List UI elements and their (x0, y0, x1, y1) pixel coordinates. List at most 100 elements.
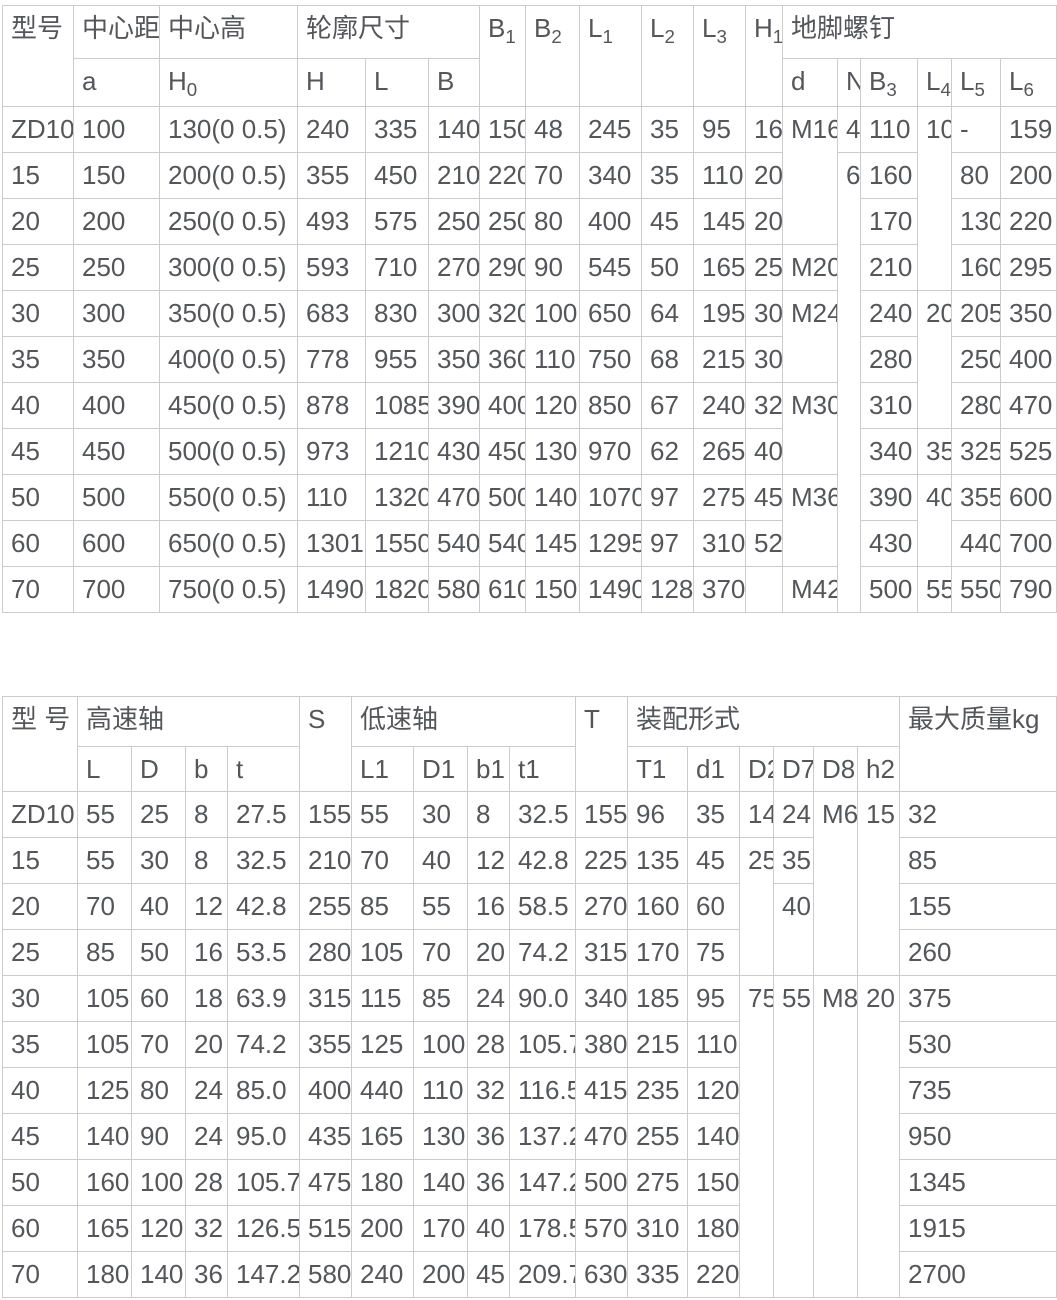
table-cell: 40 (917, 474, 953, 567)
table-cell: 180 (687, 1205, 741, 1252)
table-cell: 493 (297, 198, 366, 245)
table-cell: 160 (860, 152, 919, 199)
table-cell: 210 (860, 244, 919, 291)
table-cell: 100 (131, 1159, 186, 1206)
table-cell: 350 (427, 336, 481, 383)
table-cell: 1301 (297, 520, 366, 567)
table-cell: 275 (627, 1159, 689, 1206)
table-cell: 147.2 (226, 1251, 301, 1298)
table-cell: 515 (299, 1205, 353, 1252)
col-header-model: 型号 (2, 5, 74, 107)
table-cell: 20 (857, 975, 901, 1298)
table-cell: 24 (773, 791, 815, 838)
table-cell: 300 (73, 290, 160, 337)
table-cell: 55 (413, 883, 469, 930)
table-cell: 630 (575, 1251, 629, 1298)
table-cell: 290 (479, 244, 527, 291)
table-cell: 20 (745, 152, 784, 199)
table-cell: 110 (297, 474, 366, 521)
col-header-b: b (185, 746, 228, 792)
table-cell: 325 (951, 428, 1002, 475)
table-cell: 440 (351, 1067, 415, 1114)
col-header-H: H (297, 58, 366, 107)
table-cell: 55 (351, 791, 415, 838)
table-cell: 1490 (297, 566, 366, 613)
table-cell: 110 (693, 152, 747, 199)
table-cell: 147.2 (509, 1159, 577, 1206)
table-cell: 4 (837, 106, 862, 153)
table-cell: 580 (299, 1251, 353, 1298)
col-header-L6: L6 (1000, 58, 1057, 107)
table-cell: 60 (131, 975, 186, 1022)
table-cell: ZD10 (2, 791, 78, 838)
table-cell: 24 (185, 1067, 228, 1114)
table-cell: 450 (73, 428, 160, 475)
table-cell: 525 (1000, 428, 1057, 475)
table-cell: 32.5 (226, 837, 301, 884)
table-cell: 200 (73, 198, 160, 245)
table-cell: 55 (77, 791, 132, 838)
table-cell: 25 (131, 791, 186, 838)
table-cell: 255 (627, 1113, 689, 1160)
table-cell: M6 (813, 791, 859, 976)
table-cell: 170 (413, 1205, 469, 1252)
table-cell: 130 (413, 1113, 469, 1160)
table-cell: 470 (427, 474, 481, 521)
table-cell: 62 (641, 428, 695, 475)
table-cell: 2700 (899, 1251, 1057, 1298)
col-header-L5: L5 (951, 58, 1002, 107)
table-cell: 300 (427, 290, 481, 337)
table-cell: 140 (687, 1113, 741, 1160)
table-cell: 36 (185, 1251, 228, 1298)
table-cell: 1085 (365, 382, 429, 429)
table-cell: 350(0 0.5) (159, 290, 298, 337)
table-cell: 470 (575, 1113, 629, 1160)
table-cell: 650(0 0.5) (159, 520, 298, 567)
table-cell: 159 (1000, 106, 1057, 153)
table-cell: 30 (2, 290, 74, 337)
table-cell: 145 (525, 520, 581, 567)
table-cell: 355 (297, 152, 366, 199)
table-row: 25 85 50 16 53.5 280 105 70 20 74.2 315 170 75 260 (2, 929, 1057, 976)
table-cell: 155 (575, 791, 629, 838)
table-cell: 85.0 (226, 1067, 301, 1114)
table-cell: 90.0 (509, 975, 577, 1022)
col-header-d: d (782, 58, 839, 107)
table-cell: 40 (2, 1067, 78, 1114)
table-cell: 415 (575, 1067, 629, 1114)
table-cell: 20 (2, 198, 74, 245)
table-cell: 126.5 (226, 1205, 301, 1252)
table-cell: 315 (575, 929, 629, 976)
table-cell: 150 (73, 152, 160, 199)
table1-header-row-1: 型号 中心距 中心高 轮廓尺寸 B1 B2 L1 L2 L3 H1 地脚螺钉 (2, 5, 1057, 107)
table-cell: 400 (299, 1067, 353, 1114)
table-cell: 80 (951, 152, 1002, 199)
table-cell: 20 (185, 1021, 228, 1068)
table-cell: 580 (427, 566, 481, 613)
col-header-h2: h2 (857, 746, 901, 792)
table-cell: 55 (917, 566, 953, 613)
col-header-T1: T1 (627, 746, 689, 792)
table-cell: 275 (693, 474, 747, 521)
table-cell: 200 (413, 1251, 469, 1298)
table-cell: 340 (579, 152, 643, 199)
shaft-assembly-table: 型 号 高速轴 S 低速轴 T 装配形式 最大质量kg L D b t L1 D… (2, 696, 1057, 1298)
table-cell: 95.0 (226, 1113, 301, 1160)
table-cell: 130 (525, 428, 581, 475)
table-cell: 200 (1000, 152, 1057, 199)
col-header-S: S (299, 696, 353, 792)
table-cell: 45 (467, 1251, 511, 1298)
table-cell: 90 (131, 1113, 186, 1160)
table-cell: 155 (299, 791, 353, 838)
table-cell: 105.7 (509, 1021, 577, 1068)
table-cell: 35 (917, 428, 953, 475)
table-cell: 45 (641, 198, 695, 245)
table-cell: 355 (299, 1021, 353, 1068)
table-cell: 100 (413, 1021, 469, 1068)
table-cell: 12 (467, 837, 511, 884)
table-cell: 50 (641, 244, 695, 291)
table-cell: 85 (77, 929, 132, 976)
table-cell: 90 (525, 244, 581, 291)
col-header-high-speed-shaft: 高速轴 (76, 696, 301, 747)
